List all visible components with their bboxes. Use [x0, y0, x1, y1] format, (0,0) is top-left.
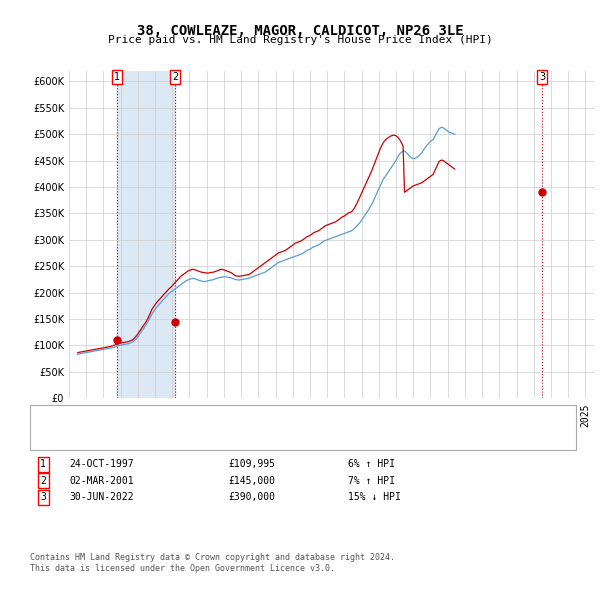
- Text: 7% ↑ HPI: 7% ↑ HPI: [348, 476, 395, 486]
- Text: 1: 1: [115, 73, 121, 83]
- Text: HPI: Average price, detached house, Monmouthshire: HPI: Average price, detached house, Monm…: [81, 434, 369, 443]
- Text: 24-OCT-1997: 24-OCT-1997: [69, 460, 134, 469]
- Text: 2: 2: [172, 73, 178, 83]
- Text: £145,000: £145,000: [228, 476, 275, 486]
- Text: Contains HM Land Registry data © Crown copyright and database right 2024.: Contains HM Land Registry data © Crown c…: [30, 553, 395, 562]
- Text: This data is licensed under the Open Government Licence v3.0.: This data is licensed under the Open Gov…: [30, 565, 335, 573]
- Bar: [118, 71, 175, 398]
- Text: 3: 3: [40, 493, 46, 502]
- Text: 15% ↓ HPI: 15% ↓ HPI: [348, 493, 401, 502]
- Text: 3: 3: [539, 73, 545, 83]
- Text: £390,000: £390,000: [228, 493, 275, 502]
- Text: 38, COWLEAZE, MAGOR, CALDICOT, NP26 3LE (detached house): 38, COWLEAZE, MAGOR, CALDICOT, NP26 3LE …: [81, 414, 410, 423]
- Text: 1: 1: [40, 460, 46, 469]
- Text: £109,995: £109,995: [228, 460, 275, 469]
- Text: 6% ↑ HPI: 6% ↑ HPI: [348, 460, 395, 469]
- Text: 2: 2: [40, 476, 46, 486]
- Text: Price paid vs. HM Land Registry's House Price Index (HPI): Price paid vs. HM Land Registry's House …: [107, 35, 493, 45]
- Text: 30-JUN-2022: 30-JUN-2022: [69, 493, 134, 502]
- Text: 02-MAR-2001: 02-MAR-2001: [69, 476, 134, 486]
- Text: 38, COWLEAZE, MAGOR, CALDICOT, NP26 3LE: 38, COWLEAZE, MAGOR, CALDICOT, NP26 3LE: [137, 24, 463, 38]
